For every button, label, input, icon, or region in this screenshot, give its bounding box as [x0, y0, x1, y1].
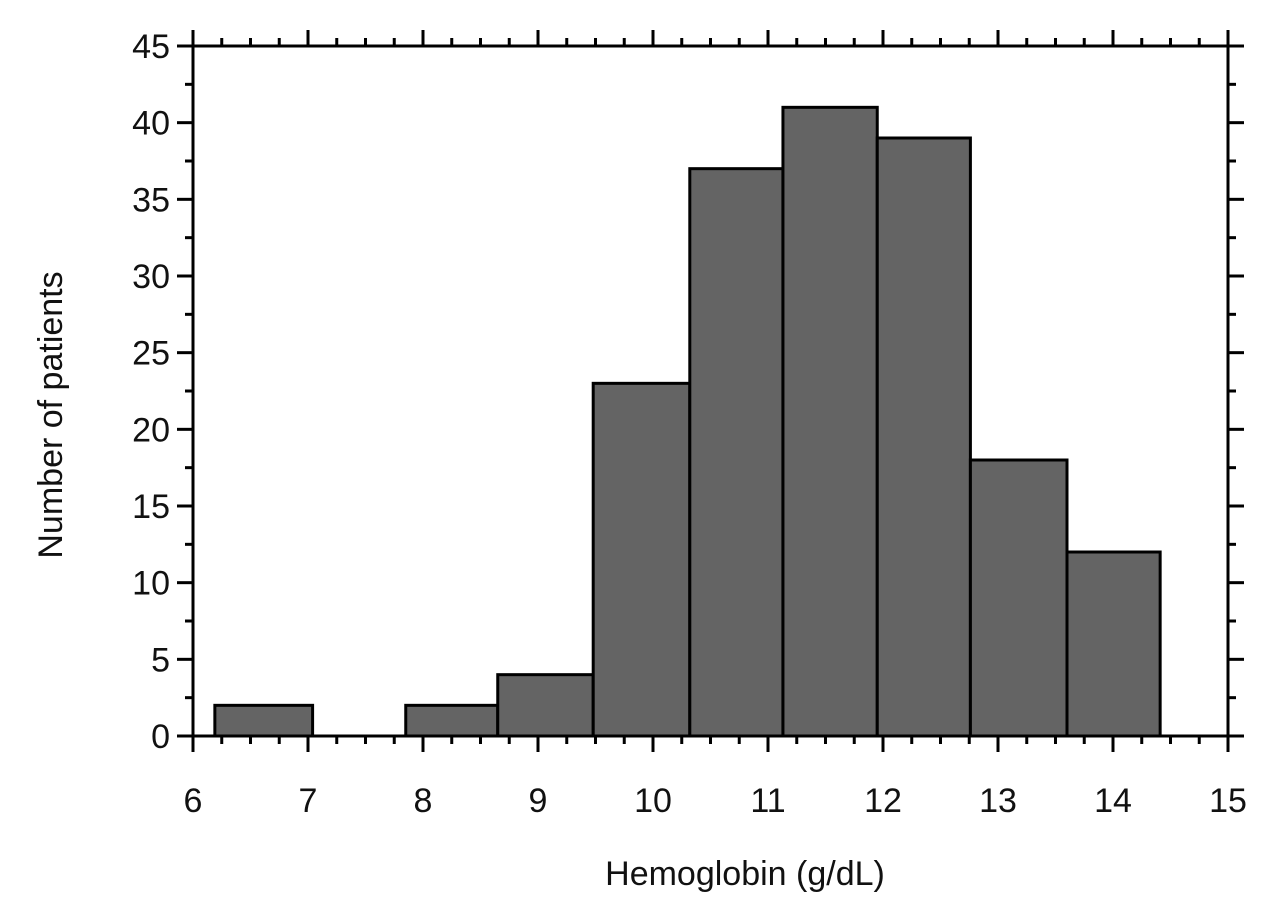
y-tick-label: 35 [132, 181, 170, 219]
y-axis-title: Number of patients [32, 271, 70, 558]
y-tick-label: 45 [132, 28, 170, 66]
y-tick-label: 5 [151, 641, 170, 679]
histogram-bar-2 [496, 673, 595, 738]
x-tick-label: 7 [299, 782, 318, 820]
plot-frame [191, 44, 1230, 738]
histogram-bar-4 [688, 167, 785, 738]
y-tick-label: 40 [132, 105, 170, 143]
histogram-bar-8 [1065, 550, 1162, 738]
x-tick-label: 12 [864, 782, 902, 820]
y-tick-label: 20 [132, 411, 170, 449]
y-tick-labels: 0 5 10 15 20 25 30 35 40 45 [132, 28, 170, 756]
x-tick-label: 9 [529, 782, 548, 820]
histogram-bar-5 [781, 105, 879, 738]
y-tick-label: 15 [132, 488, 170, 526]
histogram-bar-1 [404, 703, 500, 738]
histogram-bar-3 [591, 381, 692, 738]
x-tick-label: 13 [979, 782, 1017, 820]
histogram-bar-0 [213, 703, 315, 738]
y-tick-label: 30 [132, 258, 170, 296]
histogram-bar-6 [875, 136, 972, 738]
x-tick-label: 15 [1209, 782, 1247, 820]
x-axis-title: Hemoglobin (g/dL) [605, 855, 885, 893]
y-tick-label: 0 [151, 718, 170, 756]
x-tick-label: 10 [634, 782, 672, 820]
bars [213, 105, 1162, 738]
histogram-bar-7 [968, 458, 1069, 738]
x-tick-label: 11 [750, 782, 785, 820]
x-tick-label: 6 [184, 782, 203, 820]
y-tick-label: 25 [132, 335, 170, 373]
x-tick-labels: 6 7 8 9 10 11 12 13 14 15 [184, 782, 1247, 820]
x-tick-label: 8 [414, 782, 433, 820]
x-tick-label: 14 [1094, 782, 1132, 820]
y-tick-label: 10 [132, 565, 170, 603]
